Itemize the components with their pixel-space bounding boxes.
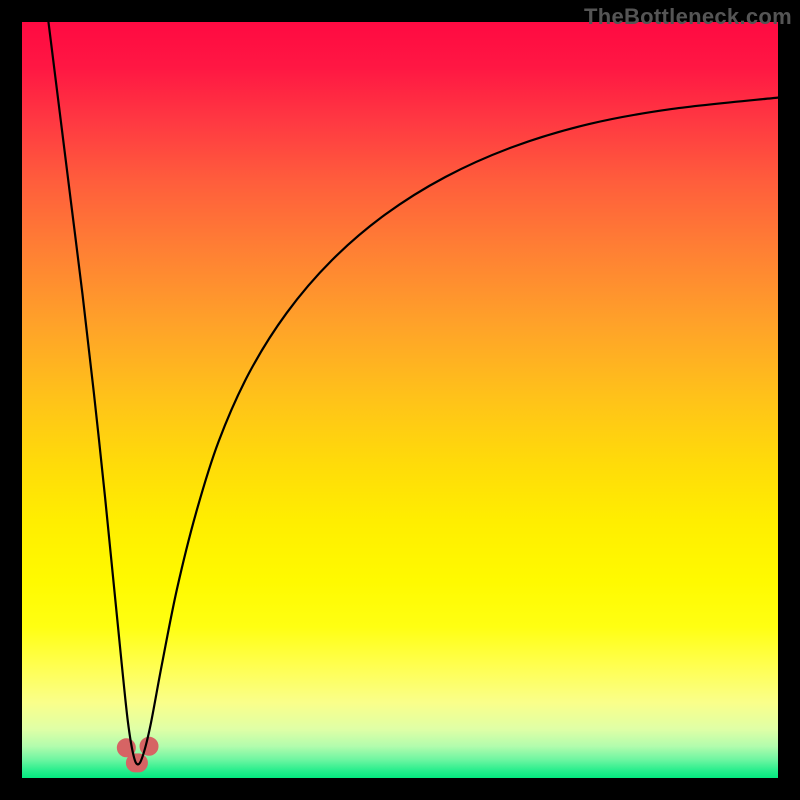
bottleneck-chart xyxy=(0,0,800,800)
dip-marker xyxy=(129,754,147,772)
plot-background xyxy=(22,22,778,778)
watermark-label: TheBottleneck.com xyxy=(584,4,792,29)
chart-frame: TheBottleneck.com xyxy=(0,0,800,800)
watermark-text: TheBottleneck.com xyxy=(584,4,792,30)
